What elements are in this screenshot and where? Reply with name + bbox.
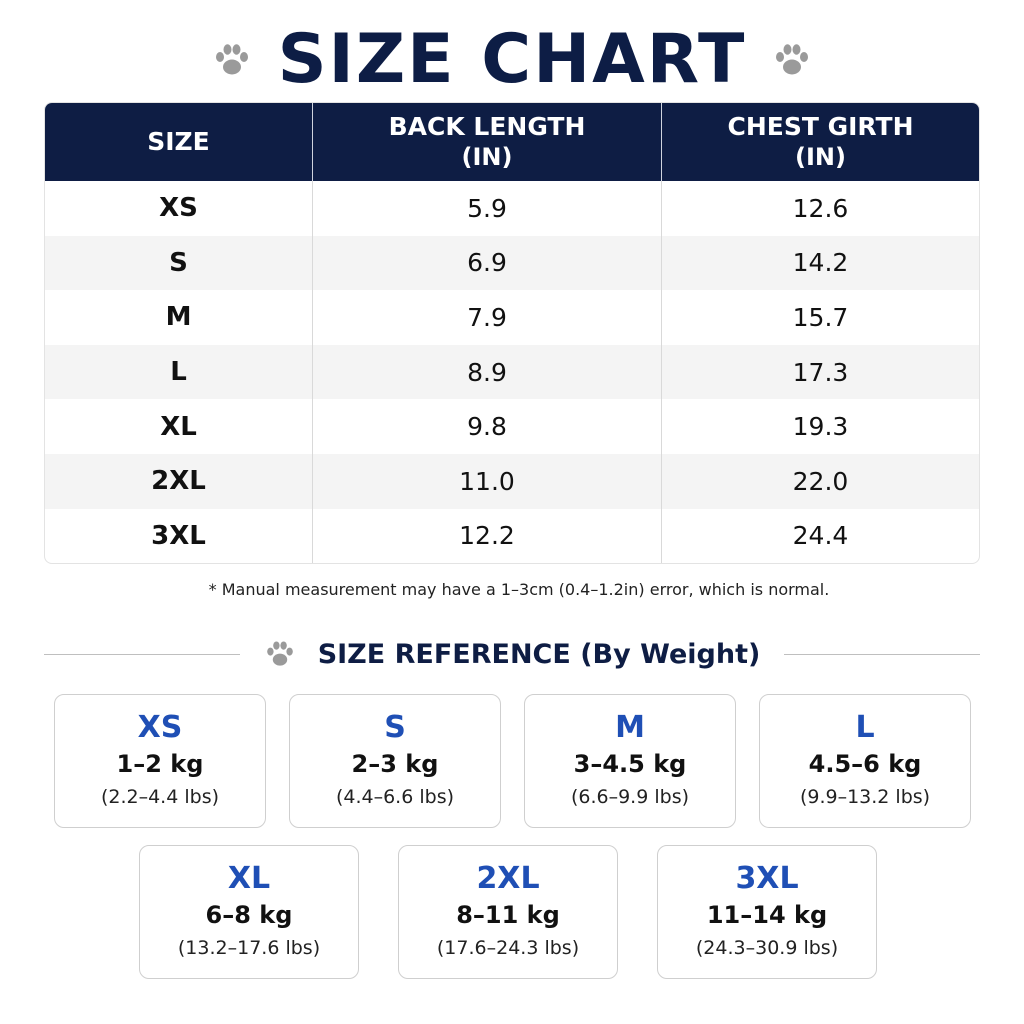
cell-chest-girth: 22.0 — [792, 466, 849, 496]
cell-chest-girth: 12.6 — [792, 193, 849, 223]
card-weight-lbs: (24.3–30.9 lbs) — [695, 937, 839, 959]
card-weight-lbs: (17.6–24.3 lbs) — [436, 937, 580, 959]
table-row: 3XL 12.2 24.4 — [45, 508, 979, 563]
divider-left — [44, 653, 240, 655]
cell-back-length: 7.9 — [313, 290, 662, 345]
cell-size: 3XL — [45, 508, 313, 563]
cell-back-length: 6.9 — [313, 235, 662, 291]
card-weight-lbs: (2.2–4.4 lbs) — [100, 786, 220, 808]
card-weight-lbs: (4.4–6.6 lbs) — [335, 786, 455, 808]
table-body: XS 5.9 12.6 S 6.9 14.2 M 7.9 15.7 L 8.9 … — [45, 181, 979, 563]
card-size: XL — [227, 861, 271, 896]
header-back-length-label: BACK LENGTH — [388, 112, 586, 141]
cell-chest-girth: 14.2 — [792, 248, 849, 278]
cell-chest-girth: 15.7 — [792, 302, 849, 332]
cell-back-length: 5.9 — [313, 181, 662, 236]
cell-size: L — [45, 344, 313, 400]
cell-chest-girth: 19.3 — [792, 412, 849, 442]
weight-card-3xl: 3XL 11–14 kg (24.3–30.9 lbs) — [657, 845, 877, 979]
card-size: L — [855, 710, 875, 745]
card-size: XS — [137, 710, 183, 745]
card-weight-kg: 1–2 kg — [116, 750, 204, 778]
cell-back-length: 9.8 — [313, 399, 662, 454]
size-reference-title: SIZE REFERENCE (By Weight) — [317, 638, 761, 670]
header-back-length-unit: (IN) — [461, 143, 513, 171]
card-weight-kg: 2–3 kg — [351, 750, 439, 778]
table-row: XS 5.9 12.6 — [45, 181, 979, 236]
card-size: M — [615, 710, 645, 745]
header-size-label: SIZE — [147, 127, 210, 156]
paw-print-icon — [772, 40, 812, 80]
weight-card-m: M 3–4.5 kg (6.6–9.9 lbs) — [524, 694, 736, 828]
page-title: SIZE CHART — [277, 20, 747, 99]
cell-chest-girth: 17.3 — [792, 357, 849, 387]
measurement-note: * Manual measurement may have a 1–3cm (0… — [208, 580, 830, 599]
card-weight-lbs: (9.9–13.2 lbs) — [799, 786, 931, 808]
card-weight-lbs: (13.2–17.6 lbs) — [177, 937, 321, 959]
cell-size: XL — [45, 399, 313, 454]
card-weight-kg: 3–4.5 kg — [573, 750, 687, 778]
table-row: S 6.9 14.2 — [45, 235, 979, 291]
card-weight-kg: 6–8 kg — [205, 901, 293, 929]
cell-size: 2XL — [45, 453, 313, 509]
paw-print-icon — [212, 40, 252, 80]
card-weight-kg: 4.5–6 kg — [808, 750, 922, 778]
size-chart-table: SIZE BACK LENGTH (IN) CHEST GIRTH (IN) X… — [44, 102, 980, 564]
cell-size: S — [45, 235, 313, 291]
cell-back-length: 11.0 — [313, 453, 662, 509]
table-row: 2XL 11.0 22.0 — [45, 453, 979, 509]
title-row: SIZE CHART — [0, 18, 1024, 102]
cell-back-length: 12.2 — [313, 508, 662, 563]
paw-print-icon — [264, 638, 296, 670]
weight-card-l: L 4.5–6 kg (9.9–13.2 lbs) — [759, 694, 971, 828]
cell-chest-girth: 24.4 — [792, 521, 849, 551]
table-header: SIZE BACK LENGTH (IN) CHEST GIRTH (IN) — [45, 103, 979, 181]
size-reference-title-group: SIZE REFERENCE (By Weight) — [240, 638, 785, 670]
divider-right — [784, 653, 981, 655]
weight-card-2xl: 2XL 8–11 kg (17.6–24.3 lbs) — [398, 845, 618, 979]
table-row: L 8.9 17.3 — [45, 344, 979, 400]
card-size: 3XL — [735, 861, 799, 896]
weight-card-xl: XL 6–8 kg (13.2–17.6 lbs) — [139, 845, 359, 979]
cell-size: M — [45, 290, 313, 345]
header-chest-girth-label: CHEST GIRTH — [727, 112, 914, 141]
header-back-length: BACK LENGTH (IN) — [313, 103, 662, 181]
header-size: SIZE — [45, 103, 313, 181]
card-weight-kg: 11–14 kg — [706, 901, 828, 929]
table-row: M 7.9 15.7 — [45, 290, 979, 345]
size-reference-heading: SIZE REFERENCE (By Weight) — [44, 632, 981, 676]
card-weight-kg: 8–11 kg — [456, 901, 560, 929]
card-size: 2XL — [476, 861, 540, 896]
header-chest-girth: CHEST GIRTH (IN) — [662, 103, 979, 181]
header-chest-girth-unit: (IN) — [795, 143, 846, 171]
cell-size: XS — [45, 181, 313, 236]
table-row: XL 9.8 19.3 — [45, 399, 979, 454]
card-size: S — [384, 710, 406, 745]
card-weight-lbs: (6.6–9.9 lbs) — [570, 786, 690, 808]
weight-card-s: S 2–3 kg (4.4–6.6 lbs) — [289, 694, 501, 828]
cell-back-length: 8.9 — [313, 344, 662, 400]
weight-card-xs: XS 1–2 kg (2.2–4.4 lbs) — [54, 694, 266, 828]
